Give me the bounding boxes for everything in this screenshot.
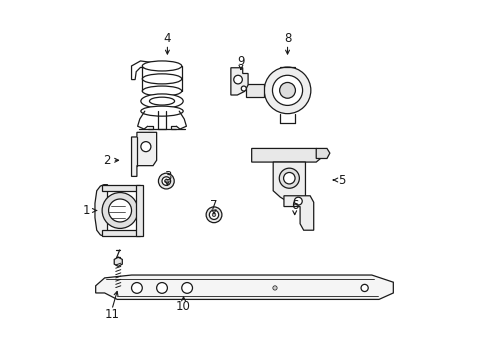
Ellipse shape bbox=[141, 106, 183, 116]
Polygon shape bbox=[95, 185, 107, 236]
Polygon shape bbox=[273, 162, 305, 202]
Text: 9: 9 bbox=[237, 55, 244, 68]
Circle shape bbox=[131, 283, 142, 293]
Circle shape bbox=[360, 284, 367, 292]
Text: 11: 11 bbox=[104, 308, 119, 321]
Text: 2: 2 bbox=[102, 154, 110, 167]
Polygon shape bbox=[131, 132, 156, 176]
Text: 5: 5 bbox=[337, 174, 345, 186]
Polygon shape bbox=[131, 61, 153, 80]
Circle shape bbox=[164, 179, 168, 183]
Polygon shape bbox=[102, 230, 140, 236]
Polygon shape bbox=[136, 185, 142, 236]
Circle shape bbox=[102, 193, 138, 228]
Polygon shape bbox=[246, 84, 264, 97]
Circle shape bbox=[279, 82, 295, 98]
Ellipse shape bbox=[149, 97, 174, 105]
Circle shape bbox=[283, 172, 294, 184]
Circle shape bbox=[141, 141, 151, 152]
Polygon shape bbox=[96, 275, 392, 300]
Text: 6: 6 bbox=[290, 199, 298, 212]
Circle shape bbox=[182, 283, 192, 293]
Circle shape bbox=[158, 173, 174, 189]
Circle shape bbox=[162, 177, 170, 185]
Circle shape bbox=[241, 86, 246, 91]
Text: 10: 10 bbox=[176, 300, 191, 313]
Polygon shape bbox=[284, 196, 313, 230]
Circle shape bbox=[294, 197, 302, 205]
Text: 4: 4 bbox=[163, 32, 171, 45]
Circle shape bbox=[233, 75, 242, 84]
Circle shape bbox=[272, 75, 302, 105]
Circle shape bbox=[272, 286, 277, 290]
Text: 8: 8 bbox=[283, 32, 291, 45]
Ellipse shape bbox=[141, 94, 183, 108]
Ellipse shape bbox=[142, 86, 182, 96]
Text: 3: 3 bbox=[163, 170, 171, 183]
Polygon shape bbox=[316, 148, 329, 158]
Polygon shape bbox=[114, 257, 122, 266]
Polygon shape bbox=[251, 148, 320, 162]
Ellipse shape bbox=[142, 61, 182, 71]
Text: 1: 1 bbox=[83, 204, 90, 217]
Circle shape bbox=[212, 213, 215, 217]
Circle shape bbox=[279, 168, 299, 188]
Circle shape bbox=[206, 207, 222, 223]
Polygon shape bbox=[102, 185, 140, 191]
Ellipse shape bbox=[142, 74, 182, 84]
Polygon shape bbox=[230, 68, 247, 95]
Circle shape bbox=[156, 283, 167, 293]
Text: 7: 7 bbox=[210, 199, 217, 212]
Circle shape bbox=[108, 199, 131, 222]
Circle shape bbox=[264, 67, 310, 114]
Circle shape bbox=[209, 210, 218, 220]
